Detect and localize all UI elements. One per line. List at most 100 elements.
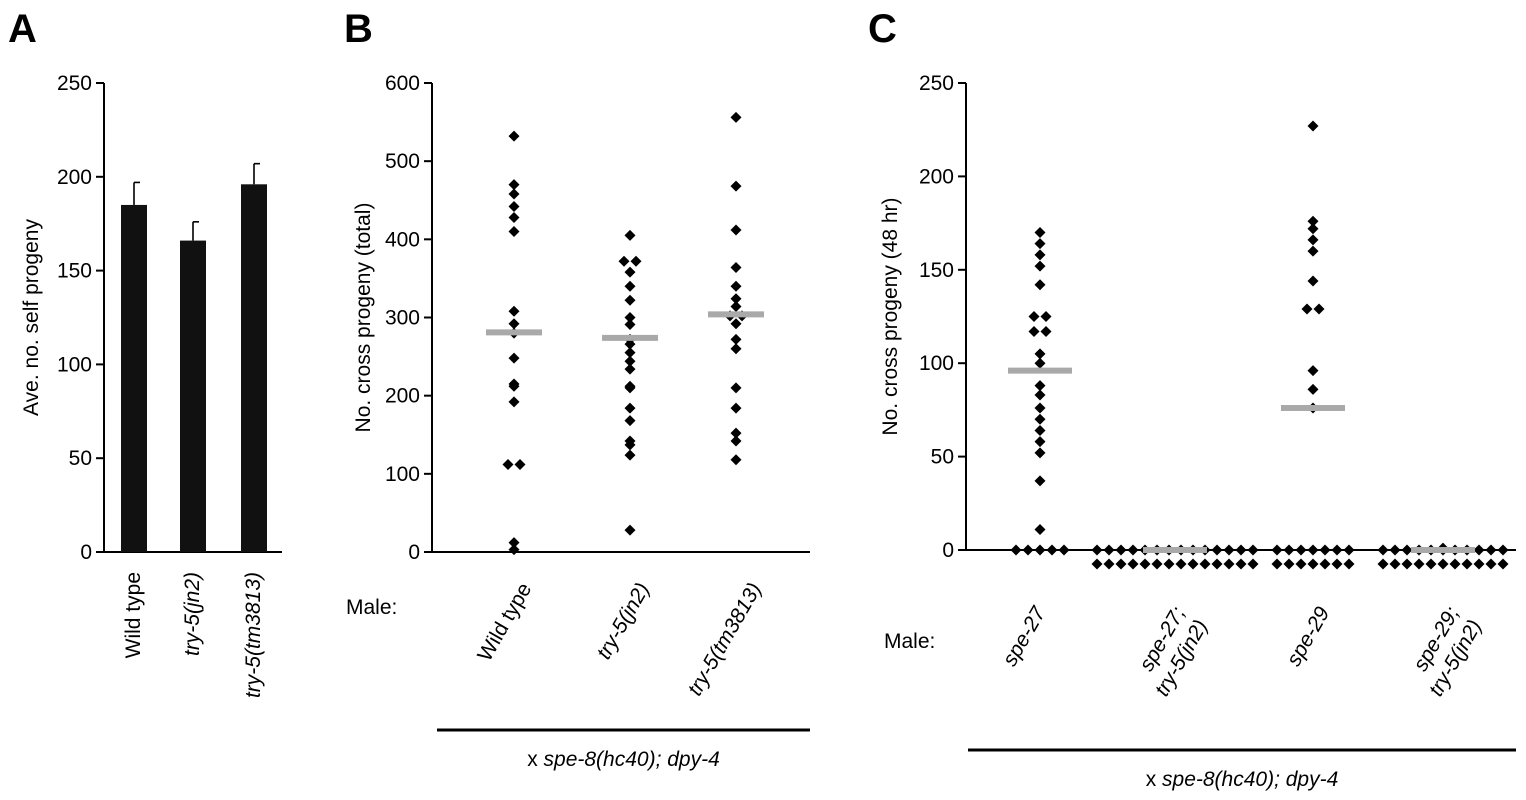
data-point [1235, 544, 1247, 556]
data-point [730, 293, 742, 305]
data-point [730, 402, 742, 414]
data-point [1040, 325, 1052, 337]
data-point [1377, 558, 1389, 570]
y-tick-label: 0 [80, 541, 92, 564]
data-point [624, 449, 636, 461]
data-point [624, 524, 636, 536]
x-category-label: try-5(tm3813) [683, 579, 766, 700]
data-point [624, 439, 636, 451]
data-point [624, 266, 636, 278]
y-tick-label: 500 [385, 150, 420, 173]
data-point [730, 454, 742, 466]
x-category-label: Wild type [473, 579, 536, 665]
data-point [624, 382, 636, 394]
y-tick-label: 250 [919, 72, 954, 95]
data-point [1034, 226, 1046, 238]
data-point [1046, 544, 1058, 556]
data-point [1034, 475, 1046, 487]
data-point [1034, 380, 1046, 392]
data-point [1449, 558, 1461, 570]
data-point [730, 427, 742, 439]
data-point [730, 435, 742, 447]
panel-letter-a: A [8, 7, 37, 51]
data-point [508, 226, 520, 238]
cross-genotype-label: x spe-8(hc40); dpy-4 [527, 748, 720, 771]
data-point [1034, 436, 1046, 448]
data-point [1058, 544, 1070, 556]
data-point [1389, 558, 1401, 570]
data-point [1307, 365, 1319, 377]
data-point [1247, 544, 1259, 556]
data-point [1271, 544, 1283, 556]
y-tick-label: 400 [385, 228, 420, 251]
data-point [1377, 544, 1389, 556]
data-point [1401, 544, 1413, 556]
data-point [1034, 402, 1046, 414]
y-tick-label: 200 [57, 166, 92, 189]
y-tick-label: 100 [919, 352, 954, 375]
data-point [1425, 558, 1437, 570]
data-point [1034, 413, 1046, 425]
data-point [1461, 558, 1473, 570]
bar [241, 184, 267, 552]
data-point [1343, 558, 1355, 570]
x-category-label: spe-29;try-5(jn2) [1402, 603, 1487, 700]
data-point [1389, 544, 1401, 556]
data-point [1034, 249, 1046, 261]
panel-letter-b: B [344, 7, 373, 51]
data-point [1413, 558, 1425, 570]
data-point [1034, 424, 1046, 436]
data-point [624, 294, 636, 306]
y-tick-label: 600 [385, 72, 420, 95]
data-point [502, 458, 514, 470]
y-tick-label: 200 [385, 385, 420, 408]
data-point [1307, 245, 1319, 257]
x-category-label: spe-29 [1282, 603, 1334, 670]
x-category-label: Wild type [122, 572, 145, 658]
data-point [1034, 357, 1046, 369]
data-point [730, 280, 742, 292]
y-tick-label: 200 [919, 165, 954, 188]
data-point [1295, 544, 1307, 556]
data-point [1175, 558, 1187, 570]
data-point [1187, 558, 1199, 570]
data-point [624, 338, 636, 350]
data-point [1307, 558, 1319, 570]
y-tick-label: 100 [385, 463, 420, 486]
data-point [1034, 447, 1046, 459]
data-point [1313, 303, 1325, 315]
data-point [1199, 558, 1211, 570]
data-point [1223, 544, 1235, 556]
y-tick-label: 250 [57, 72, 92, 95]
data-point [1091, 558, 1103, 570]
data-point [1034, 389, 1046, 401]
data-point [1040, 311, 1052, 322]
data-point [624, 280, 636, 292]
data-point [730, 224, 742, 236]
data-point [624, 319, 636, 331]
data-point [730, 318, 742, 330]
data-point [1034, 279, 1046, 291]
data-point [1319, 558, 1331, 570]
data-point [1497, 558, 1509, 570]
data-point [1115, 544, 1127, 556]
data-point [624, 347, 636, 359]
data-point [730, 261, 742, 273]
data-point [1307, 275, 1319, 287]
data-point [1283, 558, 1295, 570]
data-point [508, 537, 520, 549]
data-point [1307, 544, 1319, 556]
data-point [1034, 238, 1046, 250]
data-point [1034, 348, 1046, 360]
data-point [624, 355, 636, 367]
data-point [508, 201, 520, 213]
data-point [1139, 558, 1151, 570]
data-point [508, 352, 520, 364]
y-tick-label: 150 [57, 260, 92, 283]
data-point [1307, 215, 1319, 227]
data-point [1151, 558, 1163, 570]
data-point [730, 301, 742, 313]
data-point [1307, 234, 1319, 246]
data-point [1283, 544, 1295, 556]
data-point [1235, 558, 1247, 570]
